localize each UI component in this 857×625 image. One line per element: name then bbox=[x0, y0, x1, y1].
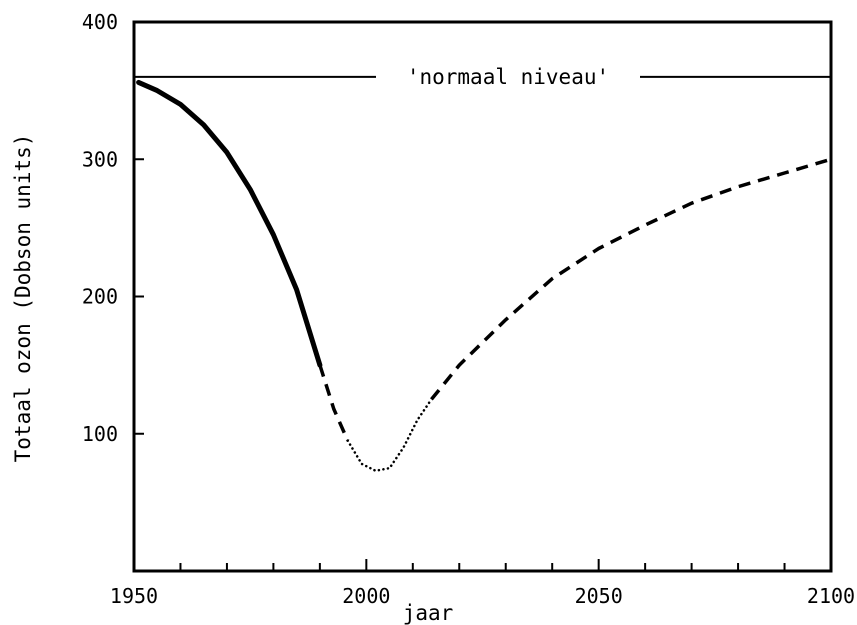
x-tick-label: 1950 bbox=[110, 584, 158, 608]
series-segment-dashed bbox=[430, 157, 832, 401]
y-tick-label: 400 bbox=[82, 10, 118, 34]
x-tick-label: 2000 bbox=[342, 584, 390, 608]
series-segment-solid bbox=[136, 79, 323, 368]
x-tick-label: 2100 bbox=[807, 584, 855, 608]
y-tick-label: 100 bbox=[82, 422, 118, 446]
y-tick-labels: 100 200 300 400 bbox=[82, 10, 144, 446]
series-segments bbox=[136, 79, 832, 473]
reference-group: 'normaal niveau' bbox=[134, 65, 831, 89]
y-axis-title: Totaal ozon (Dobson units) bbox=[11, 134, 35, 463]
x-minor-ticks bbox=[179, 559, 786, 571]
series-segment-dotted bbox=[346, 398, 433, 473]
plot-frame bbox=[132, 20, 833, 573]
x-axis-title: jaar bbox=[403, 601, 454, 625]
y-tick-label: 300 bbox=[82, 147, 118, 171]
x-tick-label: 2050 bbox=[575, 584, 623, 608]
y-tick-label: 200 bbox=[82, 285, 118, 309]
reference-line-label: 'normaal niveau' bbox=[407, 65, 609, 89]
x-tick-labels: 1950 2000 2050 2100 bbox=[110, 584, 855, 608]
series-segment-dashed bbox=[318, 364, 350, 442]
